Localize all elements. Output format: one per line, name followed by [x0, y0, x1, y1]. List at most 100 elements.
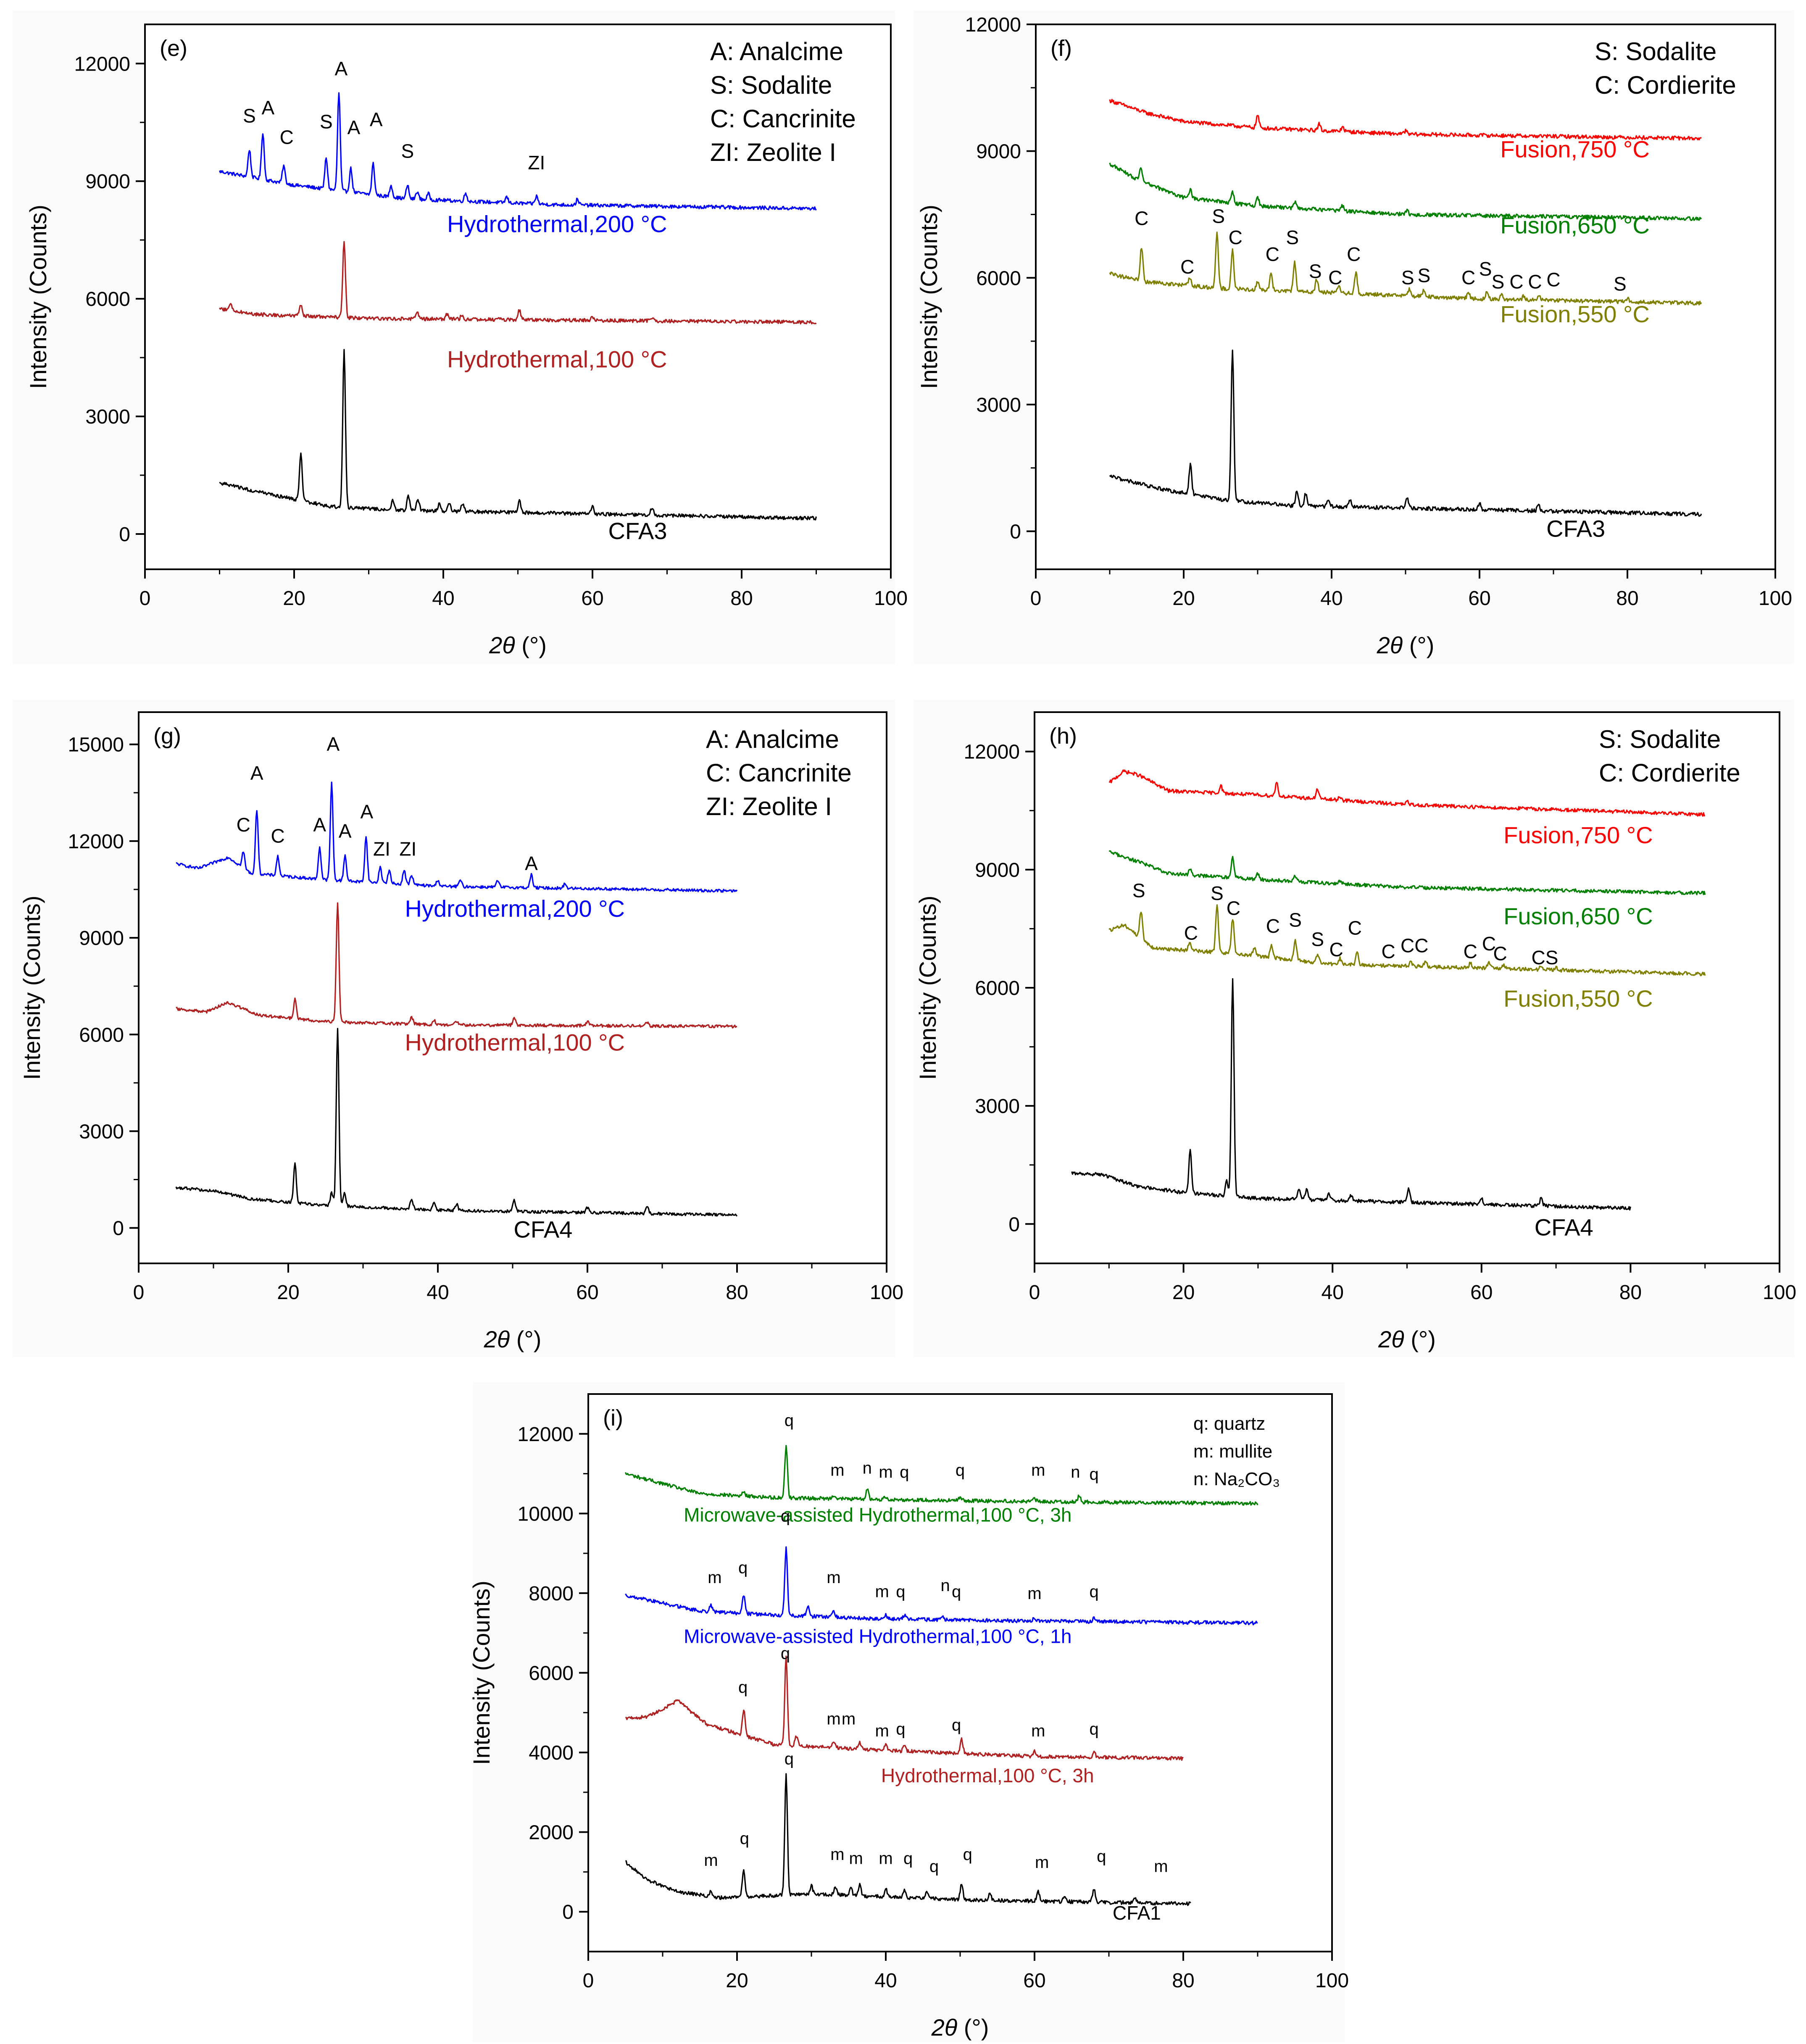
series-label: CFA3: [608, 518, 667, 544]
peak-label: C: [1229, 226, 1243, 248]
y-tick-label: 3000: [975, 1095, 1020, 1118]
x-tick-label: 20: [1172, 1281, 1195, 1304]
peak-label: m: [827, 1568, 840, 1587]
peak-label: C: [1328, 266, 1342, 288]
y-axis-label: Intensity (Counts): [914, 896, 941, 1080]
y-tick-label: 9000: [85, 171, 130, 193]
x-tick-label: 40: [1322, 1281, 1344, 1304]
peak-label: q: [929, 1857, 939, 1876]
series-line: [219, 349, 817, 521]
x-axis-label-unit: (°): [1403, 632, 1434, 658]
y-tick-label: 6000: [529, 1663, 574, 1685]
peak-label: q: [952, 1582, 961, 1601]
series-label: Hydrothermal,100 °C, 3h: [881, 1765, 1094, 1786]
legend-entry: q: quartz: [1193, 1413, 1265, 1434]
panel-e: 0 20 40 60 80 100 0 3000 6000 9000 12000 2θ (°) Inte…: [13, 11, 908, 664]
peak-label: q: [896, 1720, 905, 1738]
series-line: [219, 241, 817, 325]
x-tick-label: 20: [1172, 587, 1195, 610]
peak-label: q: [738, 1559, 748, 1577]
x-tick-label: 100: [874, 587, 908, 610]
peak-label: q: [952, 1716, 961, 1734]
y-tick-label: 9000: [79, 927, 124, 950]
peak-label: S: [1401, 266, 1414, 288]
peak-label: C: [1227, 897, 1240, 919]
x-axis-label-unit: (°): [1404, 1326, 1436, 1352]
peak-label: q: [781, 1644, 790, 1663]
peak-label: A: [313, 814, 326, 836]
peak-label: m: [1031, 1722, 1045, 1740]
peak-label: S: [1211, 882, 1224, 904]
y-tick-label: 0: [562, 1901, 574, 1923]
legend-entry: C: Cordierite: [1599, 759, 1740, 787]
peak-label: m: [879, 1849, 892, 1868]
peak-label: q: [1097, 1847, 1106, 1866]
x-axis-label: 2θ (°): [931, 2014, 989, 2041]
peak-label: m: [1154, 1857, 1168, 1876]
peak-label: m: [827, 1710, 840, 1728]
y-tick-label: 12000: [518, 1423, 574, 1446]
x-tick-label: 0: [583, 1970, 594, 1992]
panel-g: 0 20 40 60 80 100 0 3000 6000 9000 12000 15000 2θ (°…: [13, 700, 903, 1357]
legend-entry: ZI: Zeolite I: [706, 792, 832, 821]
peak-label: A: [525, 852, 538, 874]
plot-frame: [1035, 24, 1776, 570]
y-tick-label: 0: [113, 1218, 124, 1240]
series-line: [176, 902, 737, 1029]
x-axis-label-symbol: 2θ: [484, 1326, 510, 1352]
peak-label: m: [708, 1568, 721, 1587]
peak-label: S: [1309, 260, 1322, 282]
x-axis-label-unit: (°): [510, 1326, 541, 1352]
peak-label: ZI: [528, 152, 545, 174]
x-tick-label: 100: [1763, 1281, 1796, 1304]
panel-letter: (h): [1049, 723, 1077, 749]
y-tick-label: 9000: [975, 859, 1020, 881]
peak-label: C: [1382, 941, 1395, 963]
y-axis-label: Intensity (Counts): [18, 896, 45, 1080]
peak-label: ZI: [373, 838, 390, 860]
peak-label: m: [830, 1461, 844, 1479]
peak-label: C: [1135, 208, 1148, 229]
peak-label: q: [963, 1845, 972, 1864]
series-label: Hydrothermal,200 °C: [447, 211, 667, 237]
y-tick-label: 0: [1010, 521, 1021, 543]
y-tick-label: 12000: [964, 741, 1020, 763]
x-tick-label: 20: [283, 587, 305, 610]
panel-f: 0 20 40 60 80 100 0 3000 6000 9000 12000 2θ (°) Inte…: [914, 11, 1794, 664]
y-axis-label: Intensity (Counts): [916, 205, 942, 389]
peak-label: ZI: [399, 838, 416, 860]
x-tick-label: 0: [133, 1281, 145, 1304]
legend-entry: n: Na₂CO₃: [1193, 1469, 1280, 1489]
y-tick-label: 3000: [79, 1121, 124, 1143]
peak-label: m: [875, 1722, 889, 1740]
series-line: [176, 781, 738, 893]
y-tick-label: 12000: [74, 53, 130, 75]
peak-label: S: [1492, 271, 1505, 292]
peak-label: C: [237, 814, 250, 836]
peak-label: q: [740, 1829, 749, 1848]
series-line: [625, 1773, 1191, 1906]
x-tick-label: 40: [432, 587, 454, 610]
peak-label: q: [1089, 1720, 1098, 1738]
y-tick-label: 9000: [976, 141, 1021, 163]
series-label: CFA4: [1535, 1214, 1593, 1240]
series-label: Fusion,750 °C: [1500, 136, 1649, 163]
x-tick-label: 80: [1172, 1970, 1194, 1992]
x-tick-label: 100: [870, 1281, 903, 1304]
y-tick-label: 6000: [79, 1024, 124, 1046]
peak-label: S: [1614, 273, 1627, 295]
peak-label: m: [879, 1463, 892, 1481]
peak-label: m: [830, 1845, 844, 1864]
peak-label: A: [250, 762, 263, 784]
series-line: [1108, 769, 1706, 817]
legend-entry: S: Sodalite: [1595, 37, 1716, 66]
peak-label: m: [704, 1851, 718, 1870]
peak-label: C: [1461, 266, 1475, 288]
series-line: [1109, 231, 1702, 306]
x-axis-label-unit: (°): [515, 632, 547, 658]
series-line: [1109, 349, 1702, 517]
y-tick-label: 6000: [976, 267, 1021, 289]
x-tick-label: 80: [726, 1281, 748, 1304]
peak-label: CC: [1401, 935, 1428, 957]
